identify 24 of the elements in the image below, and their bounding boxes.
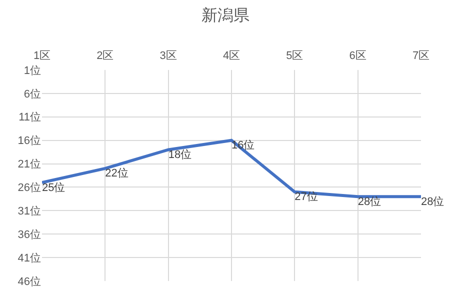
- y-tick-label: 16位: [18, 135, 41, 148]
- x-tick-label: 2区: [96, 50, 114, 62]
- x-tick-label: 5区: [286, 50, 304, 62]
- y-tick-label: 36位: [18, 228, 41, 241]
- y-tick-label: 26位: [18, 182, 41, 194]
- x-tick-label: 1区: [33, 50, 51, 62]
- data-label: 18位: [168, 148, 192, 161]
- data-label: 22位: [105, 168, 128, 180]
- data-label: 27位: [294, 191, 318, 204]
- y-tick-label: 41位: [18, 252, 41, 264]
- x-tick-label: 4区: [222, 50, 240, 62]
- data-label: 25位: [42, 182, 66, 194]
- chart-title: 新潟県: [202, 6, 250, 24]
- y-tick-label: 31位: [18, 206, 41, 218]
- x-tick-label: 3区: [160, 50, 177, 62]
- y-tick-label: 11位: [18, 112, 41, 124]
- y-tick-label: 21位: [18, 158, 41, 171]
- y-tick-label: 1位: [24, 64, 41, 77]
- y-tick-label: 6位: [24, 88, 41, 100]
- y-tick-label: 46位: [18, 276, 41, 288]
- data-label: 28位: [421, 196, 444, 208]
- data-label: 28位: [358, 196, 382, 208]
- x-tick-label: 7区: [412, 50, 430, 62]
- x-tick-label: 6区: [349, 50, 366, 62]
